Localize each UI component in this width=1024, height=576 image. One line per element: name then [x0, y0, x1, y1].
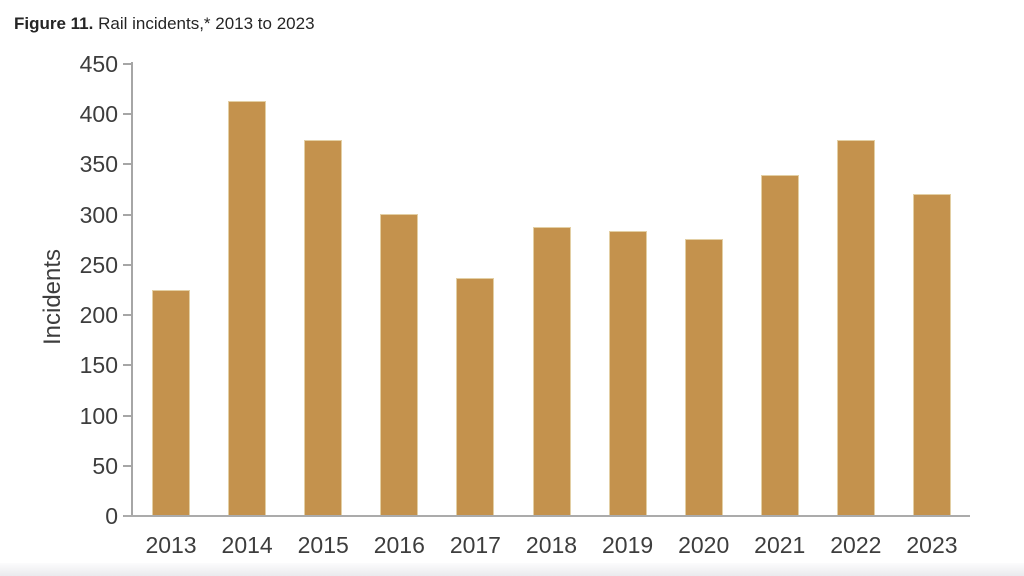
x-tick-label: 2021: [754, 532, 806, 558]
bar-2021: [760, 175, 799, 516]
figure-title-text: Rail incidents,* 2013 to 2023: [93, 14, 315, 33]
y-tick: [123, 414, 132, 417]
x-tick-label: 2016: [373, 532, 425, 558]
y-tick: [123, 213, 132, 216]
y-tick-label: 50: [92, 452, 118, 479]
bar-2019: [608, 230, 647, 516]
y-tick: [123, 163, 132, 166]
x-tick-label: 2022: [830, 532, 882, 558]
y-tick: [123, 314, 132, 317]
x-tick-label: 2018: [525, 532, 578, 558]
bar-2017: [456, 277, 495, 516]
y-tick-label: 450: [79, 51, 118, 77]
y-tick: [123, 113, 132, 116]
y-tick-label: 0: [105, 503, 118, 529]
bar-2022: [836, 140, 875, 516]
x-tick-label: 2020: [678, 532, 730, 558]
bar-2014: [228, 101, 267, 516]
x-tick-label: 2019: [601, 532, 654, 558]
y-tick-label: 100: [79, 402, 118, 429]
bar-2016: [380, 213, 419, 516]
y-tick: [123, 63, 132, 65]
y-tick-label: 400: [79, 101, 118, 128]
bar-2023: [912, 193, 951, 516]
y-tick: [123, 464, 132, 467]
x-tick-label: 2023: [906, 532, 958, 558]
bar-2015: [304, 140, 343, 516]
x-axis-line: [124, 515, 970, 517]
y-tick-label: 350: [79, 151, 118, 178]
bar-2020: [684, 238, 723, 516]
x-tick-label: 2015: [297, 532, 349, 558]
y-axis-line: [131, 62, 133, 517]
x-tick-label: 2017: [449, 532, 501, 558]
figure-title: Figure 11. Rail incidents,* 2013 to 2023: [14, 12, 315, 36]
y-tick: [123, 263, 132, 266]
y-tick: [123, 364, 132, 367]
figure-title-prefix: Figure 11.: [14, 14, 94, 33]
y-tick-label: 300: [79, 201, 118, 228]
bar-2013: [152, 290, 191, 516]
y-tick-label: 200: [79, 302, 118, 329]
y-tick-label: 150: [79, 352, 118, 379]
x-tick-label: 2014: [221, 532, 273, 558]
bottom-fade-strip: [0, 563, 1024, 576]
bar-2018: [532, 226, 571, 516]
y-tick-label: 250: [79, 251, 118, 278]
x-tick-label: 2013: [145, 532, 197, 558]
